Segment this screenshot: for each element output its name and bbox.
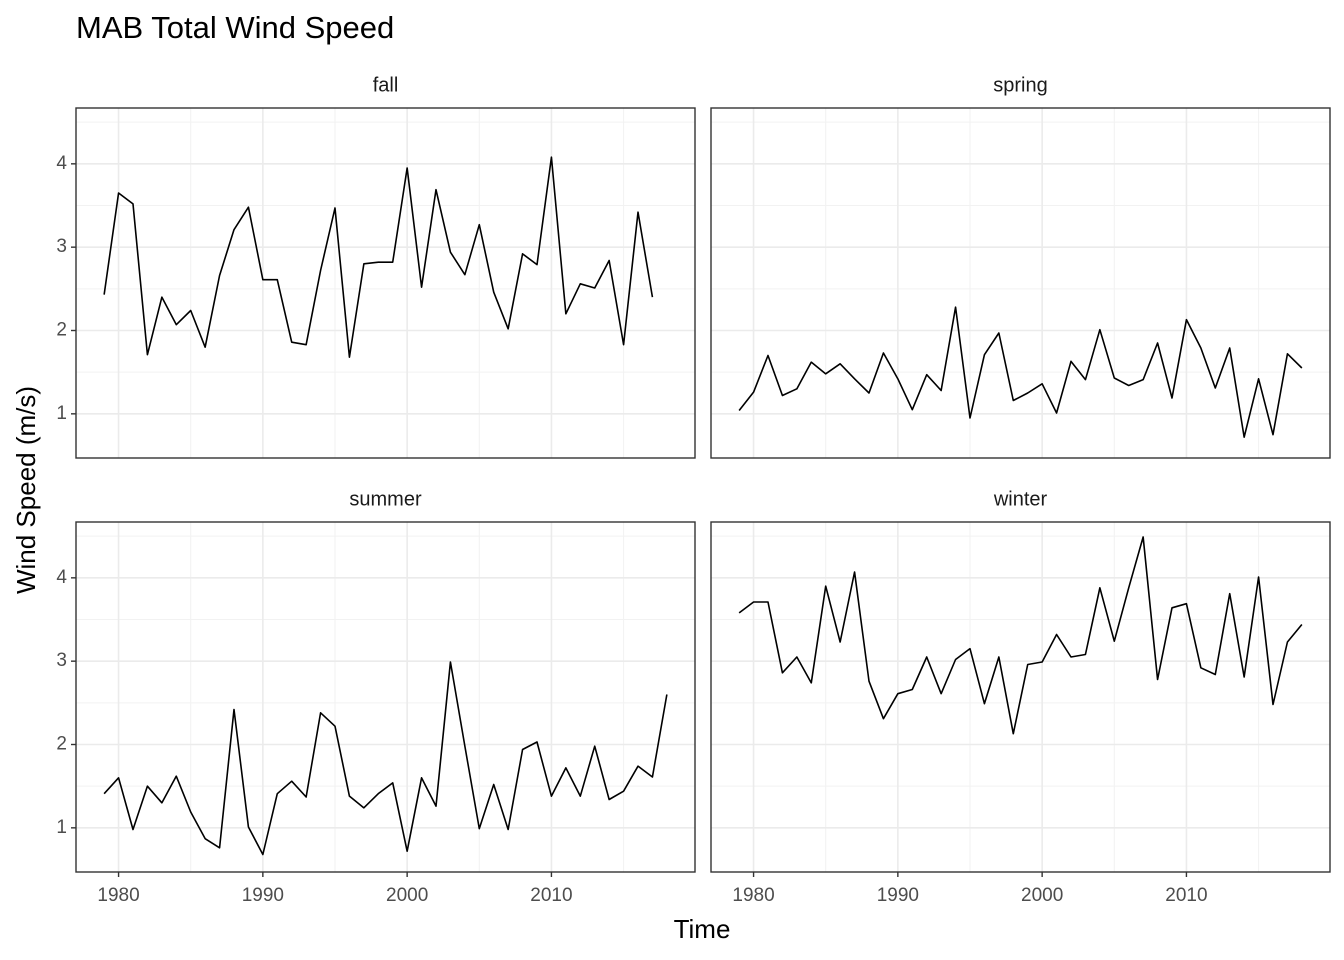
panel-border (75, 521, 696, 873)
y-tick-label: 3 (56, 650, 67, 671)
x-tick-label: 1980 (732, 885, 774, 906)
facet-label: summer (349, 488, 422, 510)
data-line (103, 661, 668, 856)
facet-label: winter (993, 488, 1048, 510)
y-axis-label: Wind Speed (m/s) (11, 386, 41, 594)
facet-label: spring (993, 74, 1047, 96)
panel-background (76, 522, 695, 872)
x-tick-label: 2010 (1165, 885, 1207, 906)
x-tick-label: 1980 (97, 885, 139, 906)
panel-border (710, 107, 1331, 459)
x-tick-label: 2000 (386, 885, 428, 906)
x-tick-label: 1990 (242, 885, 284, 906)
y-tick-label: 4 (56, 567, 67, 588)
y-tick-label: 2 (56, 734, 67, 755)
chart-title: MAB Total Wind Speed (76, 10, 394, 45)
panel-background (711, 108, 1330, 458)
x-tick-label: 2000 (1021, 885, 1063, 906)
y-tick-label: 1 (56, 817, 67, 838)
data-line (738, 306, 1303, 438)
data-line (103, 156, 654, 358)
x-tick-label: 1990 (877, 885, 919, 906)
y-tick-label: 2 (56, 320, 67, 341)
x-axis-label: Time (674, 914, 731, 944)
panel-border (710, 521, 1331, 873)
panel-border (75, 107, 696, 459)
facet-label: fall (373, 74, 399, 96)
y-tick-label: 4 (56, 153, 67, 174)
y-tick-label: 3 (56, 236, 67, 257)
x-tick-label: 2010 (530, 885, 572, 906)
data-line (738, 536, 1303, 735)
panel-background (76, 108, 695, 458)
y-tick-label: 1 (56, 403, 67, 424)
